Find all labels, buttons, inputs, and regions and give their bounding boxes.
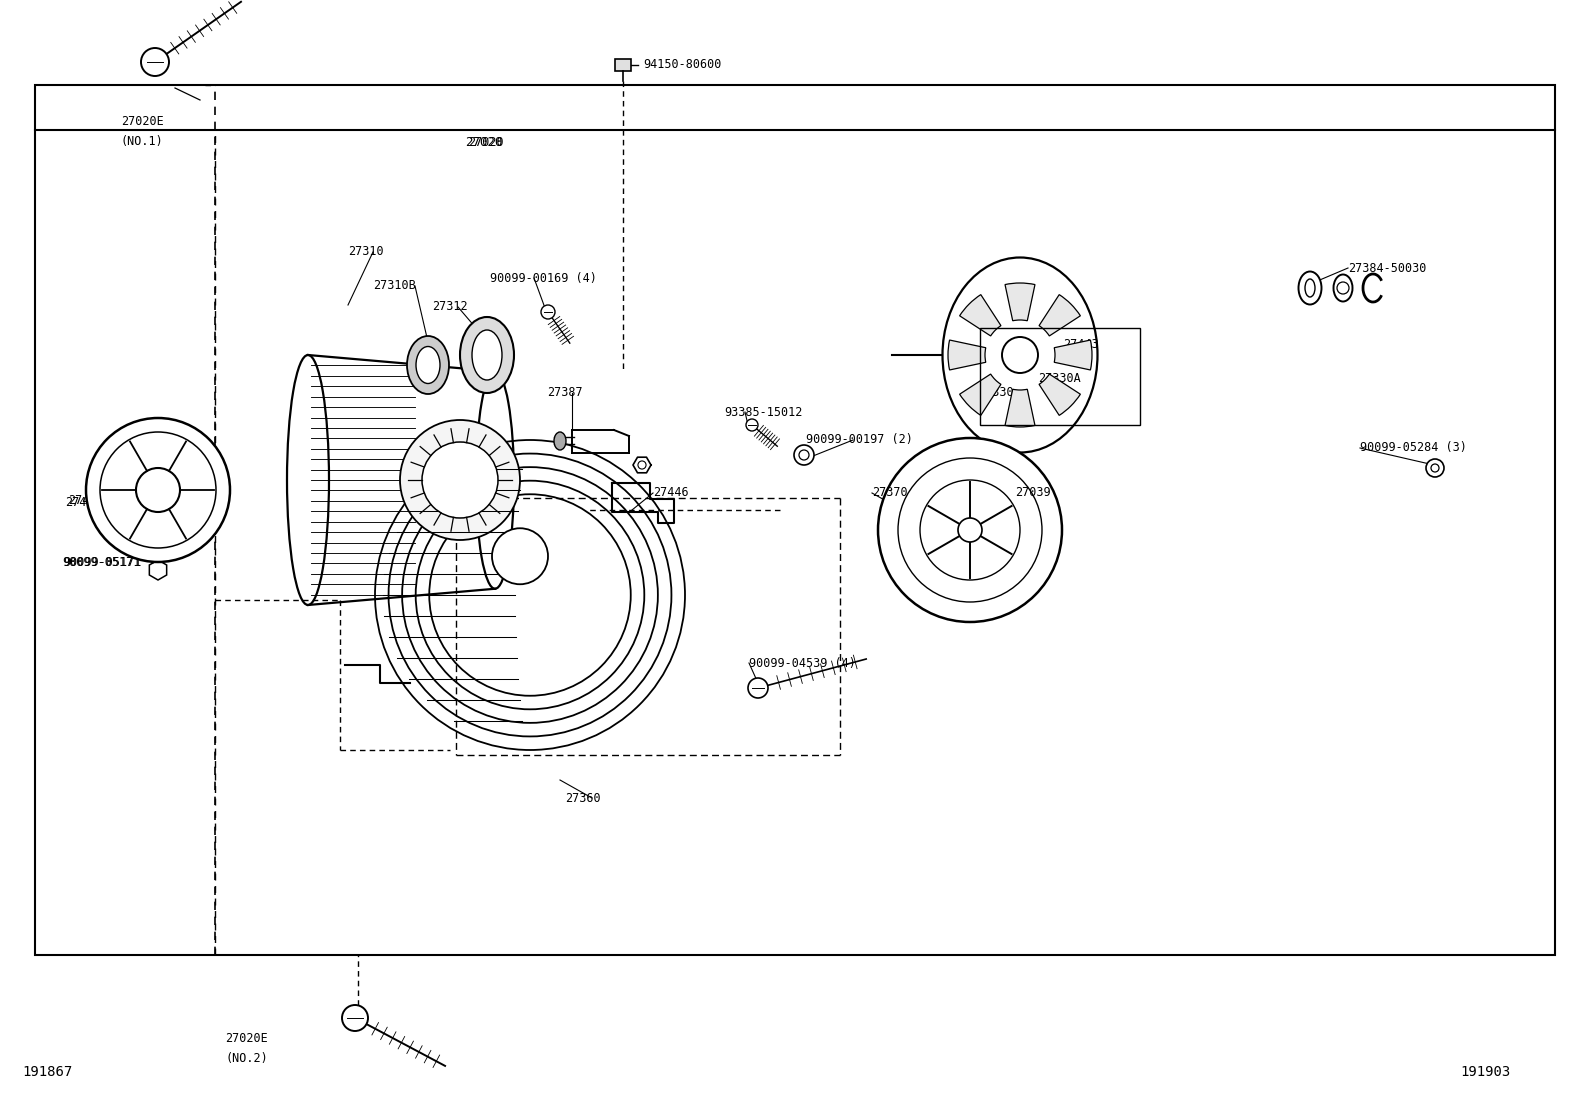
Ellipse shape	[460, 317, 514, 393]
Wedge shape	[960, 295, 1001, 336]
Text: 90099-04539 (4): 90099-04539 (4)	[748, 656, 856, 669]
Text: 27310: 27310	[349, 245, 384, 258]
Text: 27330: 27330	[977, 387, 1014, 400]
Text: 191867: 191867	[22, 1065, 72, 1079]
Text: 90099-00197 (2): 90099-00197 (2)	[806, 433, 912, 446]
Text: 90099-05171: 90099-05171	[62, 556, 140, 569]
Text: 27370: 27370	[872, 487, 907, 500]
Text: (NO.2): (NO.2)	[224, 1052, 267, 1065]
Circle shape	[879, 439, 1062, 622]
Text: 27446: 27446	[653, 487, 689, 500]
Text: 27020: 27020	[465, 136, 503, 149]
Text: 191903: 191903	[1460, 1065, 1511, 1079]
Circle shape	[135, 468, 180, 512]
Text: 27387: 27387	[548, 387, 583, 400]
Ellipse shape	[471, 330, 501, 380]
Circle shape	[1001, 337, 1038, 373]
Text: 90099-00169 (4): 90099-00169 (4)	[490, 271, 597, 285]
Wedge shape	[960, 374, 1001, 415]
Ellipse shape	[287, 355, 330, 606]
Circle shape	[638, 460, 646, 469]
Text: 27360: 27360	[565, 791, 600, 804]
Circle shape	[541, 306, 556, 319]
Text: 90099-05284 (3): 90099-05284 (3)	[1360, 442, 1466, 455]
Text: 93385-15012: 93385-15012	[724, 406, 802, 419]
Text: 27039: 27039	[1016, 487, 1051, 500]
Circle shape	[342, 1004, 368, 1031]
Bar	[981, 328, 1140, 425]
Text: 27411: 27411	[65, 497, 100, 510]
Wedge shape	[1040, 295, 1081, 336]
Text: 27330A: 27330A	[1038, 371, 1081, 385]
Ellipse shape	[416, 346, 439, 384]
Circle shape	[400, 420, 521, 540]
Text: 27312: 27312	[431, 300, 468, 313]
Wedge shape	[1054, 340, 1092, 370]
Ellipse shape	[476, 371, 514, 589]
Text: 90099-05171: 90099-05171	[64, 556, 142, 569]
Ellipse shape	[1299, 271, 1321, 304]
Bar	[615, 59, 630, 71]
Circle shape	[748, 678, 767, 698]
Text: 27443: 27443	[1063, 338, 1098, 352]
Circle shape	[492, 529, 548, 585]
Ellipse shape	[408, 336, 449, 395]
Wedge shape	[947, 340, 985, 370]
Ellipse shape	[1334, 275, 1353, 301]
Circle shape	[86, 418, 229, 562]
Text: 27020: 27020	[468, 136, 503, 149]
Wedge shape	[1005, 389, 1035, 428]
Circle shape	[794, 445, 814, 465]
Bar	[35, 85, 1555, 955]
Ellipse shape	[942, 257, 1097, 453]
Text: 27310B: 27310B	[373, 279, 416, 292]
Polygon shape	[634, 457, 651, 473]
Text: 27020E: 27020E	[224, 1032, 267, 1045]
Wedge shape	[1005, 284, 1035, 321]
Text: 94150-80600: 94150-80600	[643, 58, 721, 71]
Circle shape	[747, 419, 758, 431]
Circle shape	[142, 48, 169, 76]
Text: 27020E: 27020E	[121, 115, 164, 127]
Wedge shape	[1040, 374, 1081, 415]
Text: 27411: 27411	[68, 493, 103, 507]
Circle shape	[422, 442, 498, 518]
Circle shape	[1426, 459, 1444, 477]
Circle shape	[958, 518, 982, 542]
Text: 27384-50030: 27384-50030	[1348, 262, 1426, 275]
Ellipse shape	[554, 432, 567, 449]
Text: (NO.1): (NO.1)	[121, 135, 164, 148]
